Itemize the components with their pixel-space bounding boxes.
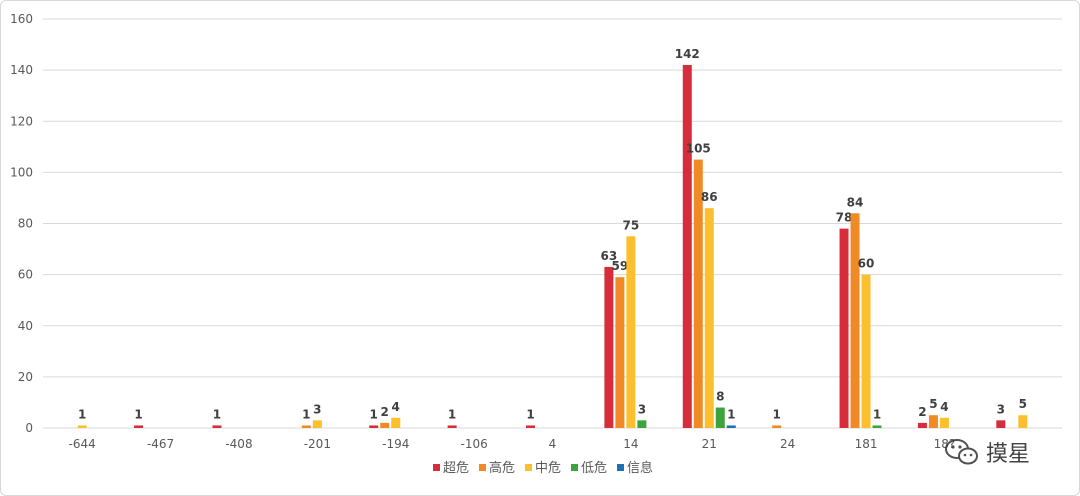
data-label: 3 (997, 402, 1005, 416)
data-label: 1 (302, 407, 310, 421)
data-label: 1 (448, 407, 456, 421)
data-label: 78 (836, 211, 853, 225)
bar (1018, 415, 1028, 428)
bar (604, 266, 614, 428)
bar (447, 425, 457, 428)
legend-swatch (525, 464, 532, 471)
data-label: 75 (623, 218, 640, 232)
bar (301, 425, 311, 428)
x-tick-label: -194 (382, 437, 409, 451)
legend-label: 高危 (489, 460, 515, 476)
y-tick-label: 20 (18, 370, 33, 384)
x-tick-label: -201 (304, 437, 331, 451)
bar (637, 420, 647, 428)
bar (626, 236, 636, 428)
x-tick-label: -644 (69, 437, 96, 451)
data-label: 1 (370, 407, 378, 421)
bar (693, 159, 703, 428)
data-label: 4 (940, 400, 948, 414)
bar (134, 425, 144, 428)
bar (369, 425, 379, 428)
x-tick-label: 14 (623, 437, 638, 451)
data-label: 1 (772, 407, 780, 421)
data-label: 86 (701, 190, 718, 204)
data-label: 4 (392, 400, 400, 414)
x-tick-label: -467 (147, 437, 174, 451)
x-tick-label: 4 (549, 437, 557, 451)
bar (772, 425, 782, 428)
data-label: 1 (873, 407, 881, 421)
bar (312, 420, 322, 428)
legend-label: 超危 (443, 461, 469, 476)
bar (850, 213, 860, 428)
bar (77, 425, 87, 428)
y-tick-label: 160 (10, 12, 33, 26)
data-label: 3 (638, 402, 646, 416)
x-tick-label: 21 (702, 437, 717, 451)
data-label: 1 (78, 407, 86, 421)
x-tick-label: -408 (225, 437, 252, 451)
bar (526, 425, 535, 428)
data-label: 2 (918, 405, 926, 419)
data-label: 2 (381, 405, 389, 419)
data-label: 5 (1019, 397, 1027, 411)
legend-swatch (617, 464, 624, 471)
legend-label: 中危 (535, 461, 561, 476)
bar (715, 407, 725, 428)
data-label: 105 (686, 142, 711, 156)
data-label: 63 (601, 249, 618, 263)
data-label: 59 (612, 259, 629, 273)
data-label: 8 (716, 390, 724, 404)
bar (704, 208, 714, 428)
legend-swatch (479, 464, 486, 471)
bar (872, 425, 882, 428)
bar (939, 417, 949, 428)
x-tick-label: 181 (855, 437, 878, 451)
legend-label: 信息 (627, 460, 653, 476)
bar (682, 65, 692, 428)
data-label: 1 (134, 407, 142, 421)
y-tick-label: 40 (18, 319, 33, 333)
x-tick-label: -106 (460, 437, 487, 451)
bar (380, 422, 390, 428)
y-tick-label: 80 (18, 217, 33, 231)
data-label: 60 (858, 257, 875, 271)
y-tick-label: 140 (10, 63, 33, 77)
watermark: 摸星 (944, 432, 1030, 472)
y-tick-label: 60 (18, 268, 33, 282)
legend-label: 低危 (581, 461, 607, 476)
data-label: 1 (213, 407, 221, 421)
bar (839, 228, 849, 428)
data-label: 1 (727, 407, 735, 421)
data-label: 142 (675, 47, 700, 61)
bar (996, 420, 1006, 428)
legend-swatch (571, 464, 578, 471)
y-tick-label: 0 (25, 421, 33, 435)
bar (917, 422, 927, 428)
bar (726, 425, 736, 428)
data-label: 84 (847, 195, 864, 209)
bar (861, 274, 871, 428)
bar (212, 425, 222, 428)
x-tick-label: 24 (780, 437, 795, 451)
y-tick-label: 100 (10, 165, 33, 179)
data-label: 3 (313, 402, 321, 416)
watermark-text: 摸星 (986, 442, 1031, 467)
bar (928, 415, 938, 428)
data-label: 1 (526, 407, 534, 421)
x-tick-label: 18? (934, 437, 956, 451)
bar (391, 417, 401, 428)
wechat-icon (945, 439, 978, 465)
y-tick-label: 120 (10, 114, 33, 128)
legend-swatch (433, 464, 440, 471)
data-label: 5 (929, 397, 937, 411)
bar (615, 277, 625, 428)
